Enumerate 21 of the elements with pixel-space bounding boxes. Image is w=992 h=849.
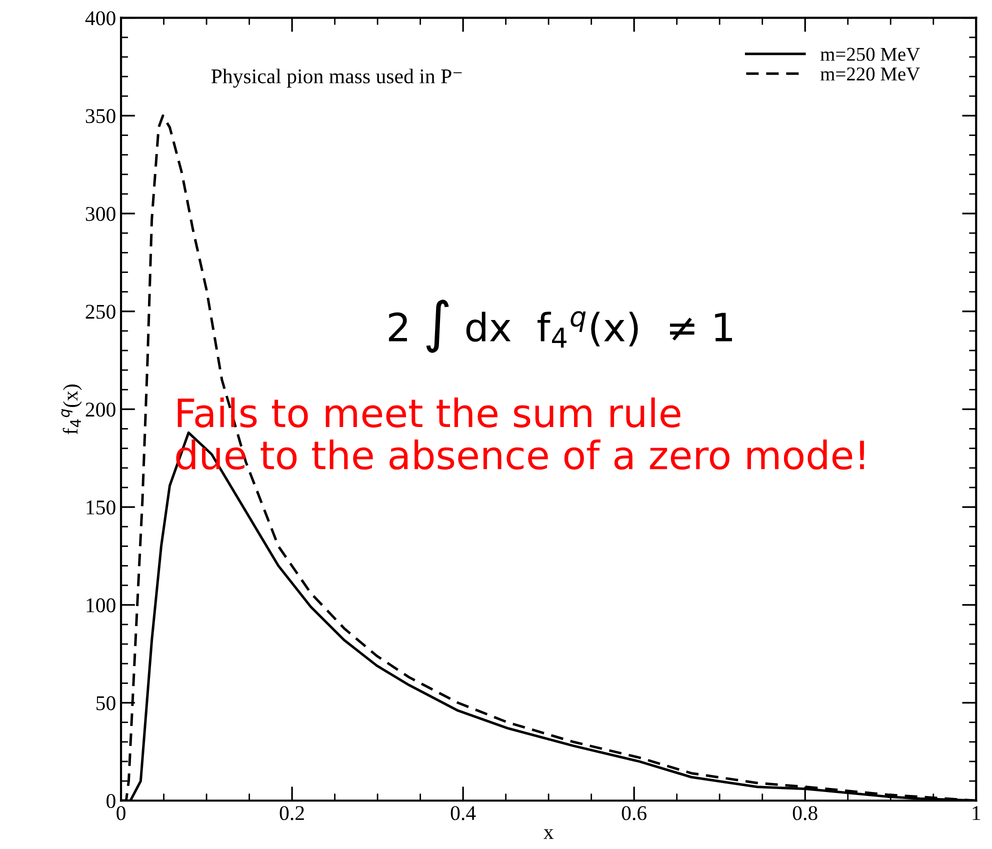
x-tick-label: 0.6 [622,806,646,820]
legend-label: m=220 MeV [820,67,920,81]
x-tick-label: 1 [972,806,980,820]
y-axis-title: f$_{4}$$^{q}$(x) [61,384,82,434]
y-tick-label: 250 [86,304,116,319]
x-tick-label: 0.4 [450,806,476,820]
y-tick-label: 400 [85,11,116,26]
x-tick-label: 0.8 [792,806,818,820]
y-tick-label: 150 [86,500,116,514]
x-tick-label: 0 [116,806,126,820]
x-axis-title: x [544,829,554,839]
y-tick-label: 100 [86,598,116,612]
y-tick-label: 50 [96,696,116,710]
y-tick-label: 300 [86,206,116,221]
annotation: 2 ∫ dx f$_{4}$$^{q}$(x) ≠ 1 [388,300,732,353]
legend-label: m=250 MeV [820,48,920,61]
x-tick-label: 0.2 [280,806,304,820]
annotation: Physical pion mass used in P⁻ [211,68,462,88]
y-tick-label: 0 [106,794,116,808]
y-tick-label: 350 [86,109,116,124]
y-tick-label: 200 [86,402,116,417]
